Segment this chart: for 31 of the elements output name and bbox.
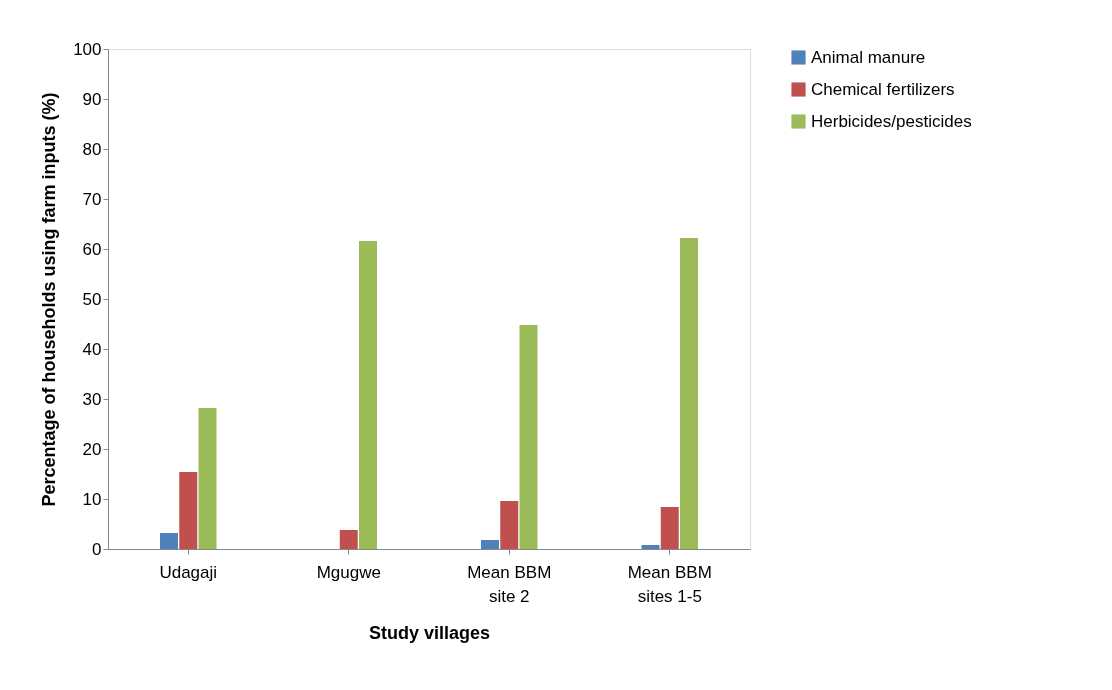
bar <box>198 408 217 549</box>
y-tick-label: 60 <box>82 239 102 259</box>
bar <box>660 507 679 549</box>
y-tick-label: 30 <box>82 389 102 409</box>
y-tick-label: 100 <box>73 39 102 59</box>
x-tick-label: Mean BBM sites 1-5 <box>627 562 712 606</box>
y-tick-label: 90 <box>82 89 102 109</box>
bar <box>159 533 178 549</box>
bar <box>480 540 499 549</box>
y-tick-label: 0 <box>92 539 102 559</box>
bar <box>179 472 198 549</box>
y-tick-label: 40 <box>82 339 102 359</box>
legend-label: Chemical fertilizers <box>811 79 955 99</box>
bar <box>519 325 538 549</box>
y-axis-title: Percentage of households using farm inputs (%) <box>39 92 60 507</box>
x-tick-label: Udagaji <box>159 562 218 582</box>
bar <box>339 530 358 549</box>
x-tick-label: Mgugwe <box>316 562 381 582</box>
bar <box>680 238 699 549</box>
x-axis-title: Study villages <box>368 622 491 643</box>
bar <box>359 241 378 549</box>
y-tick-label: 50 <box>82 289 102 309</box>
legend-label: Herbicides/pesticides <box>811 111 972 131</box>
bar <box>500 501 519 549</box>
y-tick-label: 70 <box>82 189 102 209</box>
x-tick-label: Mean BBM site 2 <box>467 562 552 606</box>
y-tick-label: 10 <box>82 489 102 509</box>
bar <box>641 545 660 549</box>
legend-label: Animal manure <box>811 47 926 67</box>
y-tick-label: 80 <box>82 139 102 159</box>
y-tick-label: 20 <box>82 439 102 459</box>
